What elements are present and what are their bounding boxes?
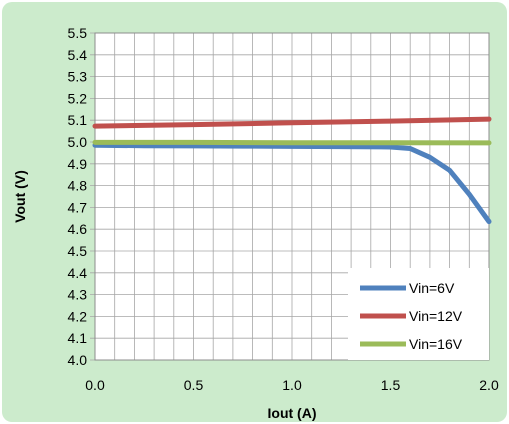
x-tick-label: 0.0 [85, 377, 105, 393]
y-axis-tick-labels: 4.0 4.1 4.2 4.3 4.4 4.5 4.6 4.7 4.8 4.9 5.0 5.1 5.2 5… [68, 25, 88, 368]
legend-entries: Vin=6V Vin=12V Vin=16V [360, 280, 463, 352]
x-axis-tick-labels: 0.0 0.5 1.0 1.5 2.0 [85, 377, 499, 393]
x-tick-label: 2.0 [479, 377, 499, 393]
legend-label: Vin=6V [409, 280, 455, 296]
y-tick-label: 5.5 [68, 25, 88, 41]
y-tick-label: 4.8 [68, 178, 88, 194]
y-tick-label: 5.1 [68, 112, 88, 128]
y-tick-label: 4.9 [68, 156, 88, 172]
y-tick-label: 5.0 [68, 134, 88, 150]
y-tick-label: 4.5 [68, 243, 88, 259]
y-tick-label: 5.4 [68, 47, 88, 63]
y-tick-label: 4.0 [68, 352, 88, 368]
series-line [92, 139, 492, 146]
y-axis-title: Vout (V) [12, 170, 28, 223]
series-line [92, 142, 492, 225]
y-tick-label: 4.2 [68, 308, 88, 324]
x-tick-label: 1.5 [381, 377, 401, 393]
y-tick-label: 4.7 [68, 199, 88, 215]
series-line [92, 116, 492, 129]
x-tick-label: 0.5 [184, 377, 204, 393]
y-tick-label: 4.1 [68, 330, 88, 346]
legend-label: Vin=16V [409, 336, 463, 352]
y-tick-label: 4.4 [68, 265, 88, 281]
x-tick-label: 1.0 [282, 377, 302, 393]
series-lines [92, 116, 492, 225]
y-tick-label: 4.6 [68, 221, 88, 237]
y-tick-label: 4.3 [68, 287, 88, 303]
y-tick-label: 5.3 [68, 69, 88, 85]
legend-label: Vin=12V [409, 308, 463, 324]
x-axis-title: Iout (A) [268, 405, 317, 421]
y-tick-label: 5.2 [68, 90, 88, 106]
plot-border [94, 32, 490, 361]
